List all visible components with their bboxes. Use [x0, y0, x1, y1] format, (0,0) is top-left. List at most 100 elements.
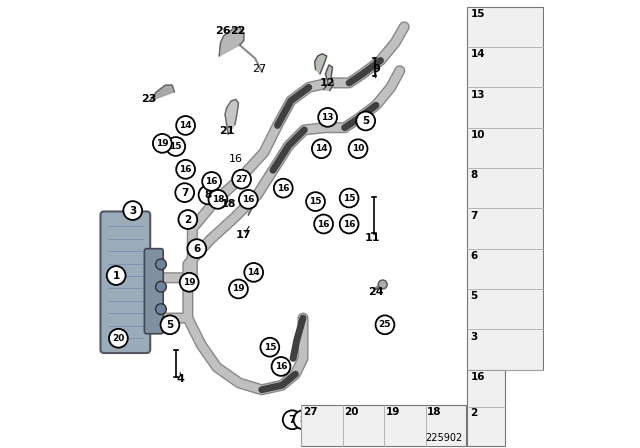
Text: 15: 15 [343, 194, 355, 202]
Text: 16: 16 [242, 195, 255, 204]
Text: 5: 5 [470, 291, 478, 301]
Circle shape [107, 266, 125, 285]
Circle shape [166, 137, 185, 156]
Text: 9: 9 [372, 65, 380, 74]
Text: 5: 5 [166, 320, 173, 330]
Text: 10: 10 [352, 144, 364, 153]
Circle shape [312, 139, 331, 158]
Text: 15: 15 [264, 343, 276, 352]
Polygon shape [225, 99, 239, 134]
Circle shape [153, 134, 172, 153]
Circle shape [156, 281, 166, 292]
Circle shape [260, 338, 279, 357]
Text: 20: 20 [344, 407, 359, 417]
Text: 19: 19 [386, 407, 400, 417]
Text: 24: 24 [368, 287, 384, 297]
FancyBboxPatch shape [145, 249, 163, 334]
Text: 16: 16 [277, 184, 289, 193]
FancyBboxPatch shape [467, 7, 543, 370]
Text: 1: 1 [113, 271, 120, 280]
Text: 16: 16 [317, 220, 330, 228]
Circle shape [209, 190, 227, 209]
Text: 16: 16 [275, 362, 287, 371]
Circle shape [239, 190, 258, 209]
Circle shape [156, 259, 166, 270]
Text: 27: 27 [236, 175, 248, 184]
Text: 20: 20 [112, 334, 125, 343]
Circle shape [376, 315, 394, 334]
Circle shape [179, 210, 197, 229]
Text: 6: 6 [193, 244, 200, 254]
Circle shape [274, 179, 292, 198]
Text: 16: 16 [228, 154, 243, 164]
Circle shape [232, 170, 251, 189]
Text: 15: 15 [170, 142, 182, 151]
Circle shape [306, 192, 325, 211]
Text: 26: 26 [216, 26, 231, 36]
Text: 2: 2 [184, 215, 191, 224]
Text: 21: 21 [219, 126, 235, 136]
Text: 7: 7 [181, 188, 188, 198]
Circle shape [175, 183, 194, 202]
Circle shape [176, 160, 195, 179]
Text: 8: 8 [300, 415, 307, 425]
Circle shape [283, 410, 301, 429]
Text: 16: 16 [179, 165, 192, 174]
Text: 5: 5 [362, 116, 369, 126]
Text: 14: 14 [315, 144, 328, 153]
Polygon shape [248, 195, 257, 215]
Text: 27: 27 [252, 65, 267, 74]
Text: 19: 19 [232, 284, 244, 293]
Text: 3: 3 [129, 206, 136, 215]
Text: 15: 15 [309, 197, 322, 206]
Circle shape [294, 410, 312, 429]
Circle shape [340, 215, 358, 233]
Circle shape [318, 108, 337, 127]
Circle shape [314, 215, 333, 233]
Polygon shape [315, 54, 327, 74]
Text: 6: 6 [470, 251, 478, 261]
Text: 7: 7 [289, 415, 296, 425]
Text: 27: 27 [303, 407, 317, 417]
Text: 13: 13 [470, 90, 485, 99]
Circle shape [188, 239, 206, 258]
Text: 14: 14 [179, 121, 192, 130]
Circle shape [271, 357, 291, 376]
Circle shape [349, 139, 367, 158]
Text: 4: 4 [176, 374, 184, 383]
Circle shape [229, 280, 248, 298]
Text: 16: 16 [470, 372, 485, 382]
Text: 14: 14 [248, 268, 260, 277]
FancyBboxPatch shape [467, 370, 506, 446]
Text: 23: 23 [141, 94, 157, 103]
Circle shape [198, 185, 218, 204]
Circle shape [124, 201, 142, 220]
Text: 18: 18 [220, 199, 236, 209]
Text: 2: 2 [470, 408, 478, 418]
Circle shape [378, 280, 387, 289]
Text: 8: 8 [204, 190, 212, 200]
Text: 14: 14 [470, 49, 485, 59]
Text: 8: 8 [470, 170, 478, 180]
Polygon shape [220, 27, 244, 56]
Text: 18: 18 [212, 195, 224, 204]
Circle shape [176, 116, 195, 135]
FancyBboxPatch shape [301, 405, 466, 446]
Text: 18: 18 [428, 407, 442, 417]
Text: 11: 11 [365, 233, 381, 243]
Circle shape [340, 189, 358, 207]
Text: 25: 25 [379, 320, 391, 329]
Polygon shape [150, 85, 174, 101]
Text: 10: 10 [470, 130, 485, 140]
Text: 12: 12 [319, 78, 335, 88]
Text: 22: 22 [230, 26, 245, 36]
Circle shape [180, 273, 198, 292]
Circle shape [109, 329, 128, 348]
FancyBboxPatch shape [100, 211, 150, 353]
Circle shape [356, 112, 375, 130]
Text: 225902: 225902 [425, 433, 463, 443]
Text: 3: 3 [470, 332, 478, 341]
Text: 16: 16 [205, 177, 218, 186]
Text: 17: 17 [236, 230, 252, 240]
Text: 13: 13 [321, 113, 334, 122]
